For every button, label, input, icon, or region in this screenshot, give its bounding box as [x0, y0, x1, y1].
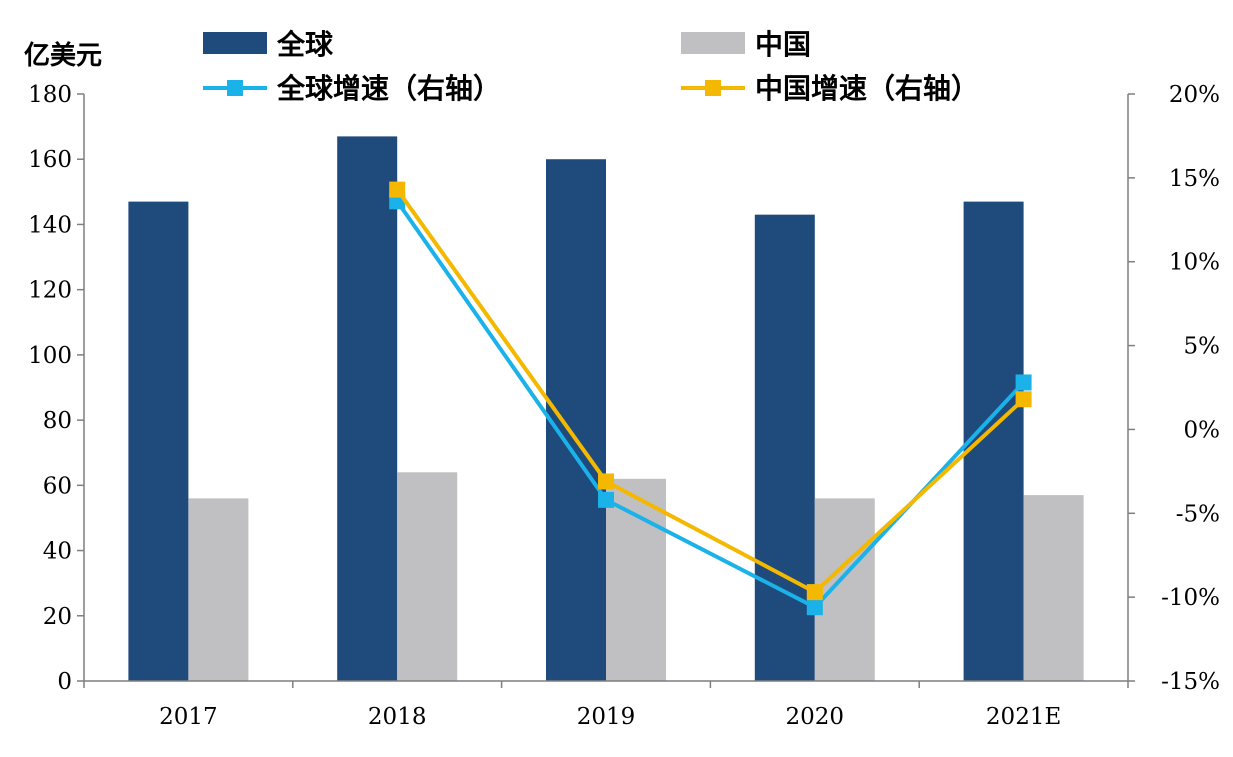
left-tick-label: 180 — [28, 82, 72, 108]
x-tick-label: 2018 — [368, 704, 427, 730]
left-tick-label: 140 — [28, 212, 72, 238]
china-growth-point — [806, 584, 823, 601]
right-tick-label: 0% — [1184, 417, 1221, 443]
global-growth-line — [395, 200, 1026, 610]
bar-china — [606, 478, 666, 681]
x-tick-label: 2021E — [986, 704, 1061, 730]
left-tick-label: 160 — [28, 147, 72, 173]
x-tick-label: 2017 — [159, 704, 218, 730]
bar-china — [1023, 495, 1084, 681]
left-tick-label: 80 — [43, 408, 72, 434]
right-tick-label: -15% — [1161, 669, 1220, 695]
legend-china-growth-label: 中国增速（右轴） — [755, 72, 979, 105]
y-unit-label: 亿美元 — [24, 40, 102, 71]
china-growth-point — [598, 473, 614, 490]
right-tick-label: 5% — [1184, 334, 1221, 360]
left-tick-label: 20 — [43, 604, 72, 630]
right-tick-label: -5% — [1176, 501, 1220, 527]
global-growth-point — [1015, 374, 1032, 391]
x-tick-label: 2019 — [577, 704, 636, 730]
bar-global — [128, 201, 189, 681]
x-tick-label: 2020 — [786, 704, 845, 730]
bar-china — [188, 498, 249, 681]
bar-global — [963, 201, 1024, 681]
right-tick-label: 10% — [1169, 250, 1220, 276]
legend-china-growth-marker — [705, 80, 721, 96]
bar-china — [397, 472, 458, 681]
global-growth-point — [806, 599, 823, 616]
legend-global-swatch — [203, 32, 267, 54]
right-tick-label: -10% — [1161, 585, 1220, 611]
bar-global — [337, 136, 398, 682]
left-tick-label: 100 — [28, 343, 72, 369]
bar-global — [546, 159, 606, 681]
legend-global-growth-marker — [227, 80, 243, 96]
legend-global-growth-label: 全球增速（右轴） — [276, 72, 501, 105]
left-tick-label: 0 — [57, 669, 72, 695]
china-growth-point — [389, 181, 406, 198]
global-growth-point — [598, 491, 614, 508]
bar-china — [814, 498, 875, 681]
legend-china-swatch — [681, 32, 745, 54]
legend-global-label: 全球 — [276, 28, 334, 61]
right-tick-label: 15% — [1169, 166, 1220, 192]
left-tick-label: 120 — [28, 278, 72, 304]
right-tick-label: 20% — [1169, 82, 1220, 108]
left-tick-label: 40 — [43, 539, 72, 565]
bar-global — [754, 214, 815, 681]
left-tick-label: 60 — [43, 473, 72, 499]
china-growth-point — [1015, 391, 1032, 408]
china-growth-line — [395, 188, 1025, 595]
legend-china-label: 中国 — [755, 28, 811, 61]
